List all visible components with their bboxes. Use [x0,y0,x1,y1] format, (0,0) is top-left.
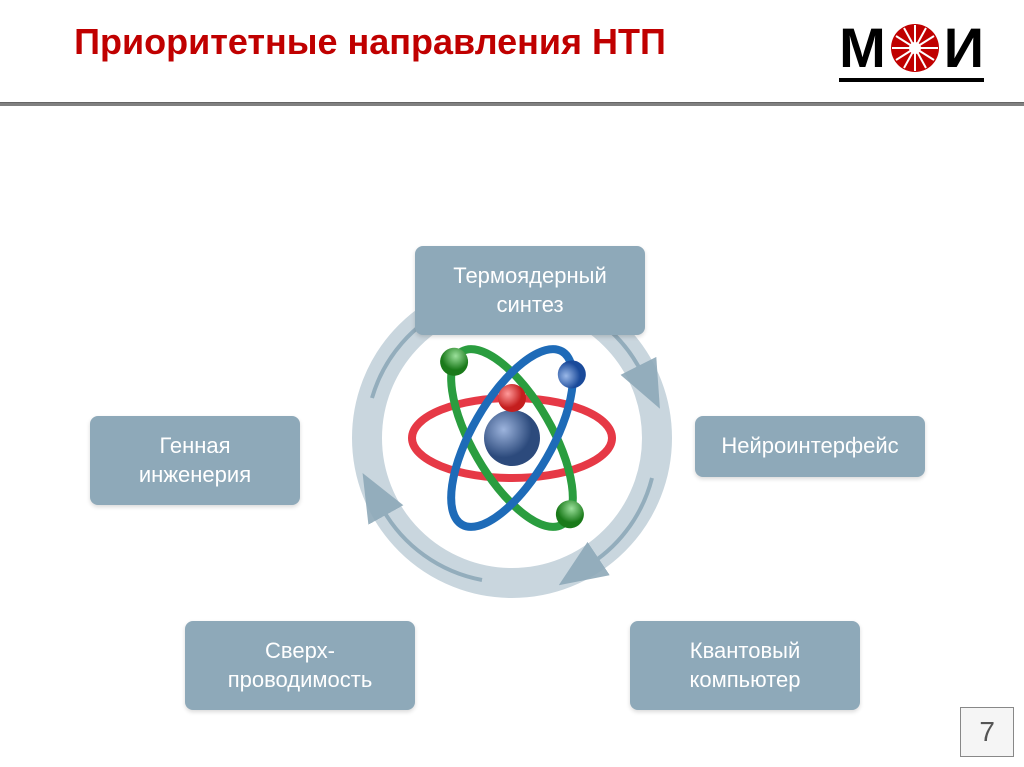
header-divider [0,102,1024,106]
logo-fan-icon [890,23,940,73]
logo-letter-i: И [944,20,984,76]
diagram-node-1: Нейроинтерфейс [695,416,925,477]
diagram-node-4: Генная инженерия [90,416,300,505]
mei-logo: М И [839,20,984,82]
logo-letter-m: М [839,20,886,76]
diagram-node-2: Квантовый компьютер [630,621,860,710]
diagram-node-3: Сверх-проводимость [185,621,415,710]
diagram-node-0: Термоядерный синтез [415,246,645,335]
page-number: 7 [960,707,1014,757]
cycle-diagram: Термоядерный синтез Нейроинтерфейс Квантов… [0,126,1024,726]
atom-icon [392,318,632,558]
page-title: Приоритетные направления НТП [70,20,670,63]
